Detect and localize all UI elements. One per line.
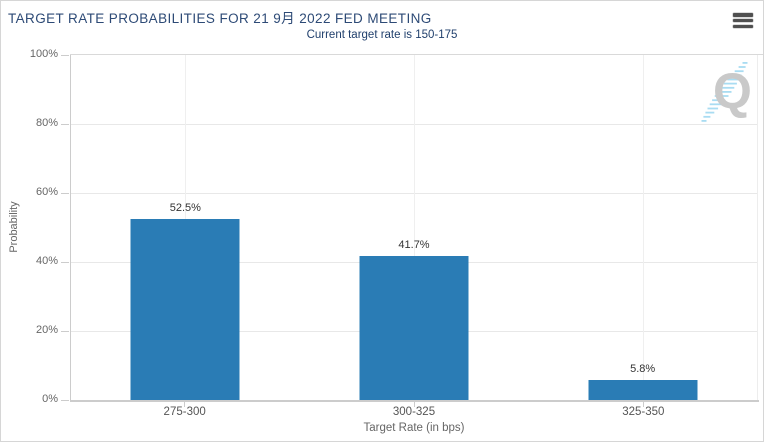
bar-275-300 xyxy=(130,218,240,400)
x-axis-tick-label: 325-350 xyxy=(622,406,665,418)
y-axis-tick xyxy=(61,123,69,125)
y-axis-tick-label: 60% xyxy=(35,186,58,198)
x-axis-tick xyxy=(184,402,186,407)
quikstrike-watermark: Q xyxy=(694,58,760,126)
plot-area: Q 52.5% 41.7% 5.8% xyxy=(70,55,758,400)
x-axis-title: Target Rate (in bps) xyxy=(363,422,465,434)
x-gridline xyxy=(642,55,644,400)
y-axis-tick xyxy=(61,399,69,401)
y-axis-tick-label: 100% xyxy=(29,48,58,60)
y-axis-tick xyxy=(61,261,69,263)
y-axis-tick xyxy=(61,330,69,332)
chart-title: TARGET RATE PROBABILITIES FOR 21 9月 2022… xyxy=(8,11,432,26)
x-axis-tick-label: 275-300 xyxy=(163,406,206,418)
bar-value-label: 41.7% xyxy=(398,239,430,252)
menu-button[interactable] xyxy=(733,12,755,29)
bar-value-label: 52.5% xyxy=(169,201,201,214)
bar-value-label: 5.8% xyxy=(630,363,656,375)
watermark-q-letter: Q xyxy=(713,63,752,119)
y-axis-tick-label: 20% xyxy=(35,324,58,336)
y-axis-tick xyxy=(61,192,69,194)
plot-top-border xyxy=(70,54,763,55)
y-axis-tick-label: 80% xyxy=(35,117,58,129)
bar-325-350 xyxy=(588,380,698,400)
y-axis-title: Probability xyxy=(8,201,20,253)
chart-subtitle: Current target rate is 150-175 xyxy=(306,29,458,41)
x-axis-line xyxy=(70,400,759,402)
bar-300-325 xyxy=(359,256,469,400)
y-axis-tick xyxy=(61,54,69,56)
x-axis-tick xyxy=(642,402,644,407)
x-axis-tick xyxy=(413,402,415,407)
x-axis-tick-label: 300-325 xyxy=(392,406,436,418)
hamburger-icon xyxy=(733,13,753,17)
y-axis-tick-label: 0% xyxy=(42,393,58,405)
hamburger-icon-bar xyxy=(733,18,753,23)
y-axis-tick-label: 40% xyxy=(35,255,58,267)
watermark-dashes xyxy=(701,62,748,122)
hamburger-icon-bar xyxy=(733,24,753,28)
x-gridline xyxy=(414,55,415,400)
